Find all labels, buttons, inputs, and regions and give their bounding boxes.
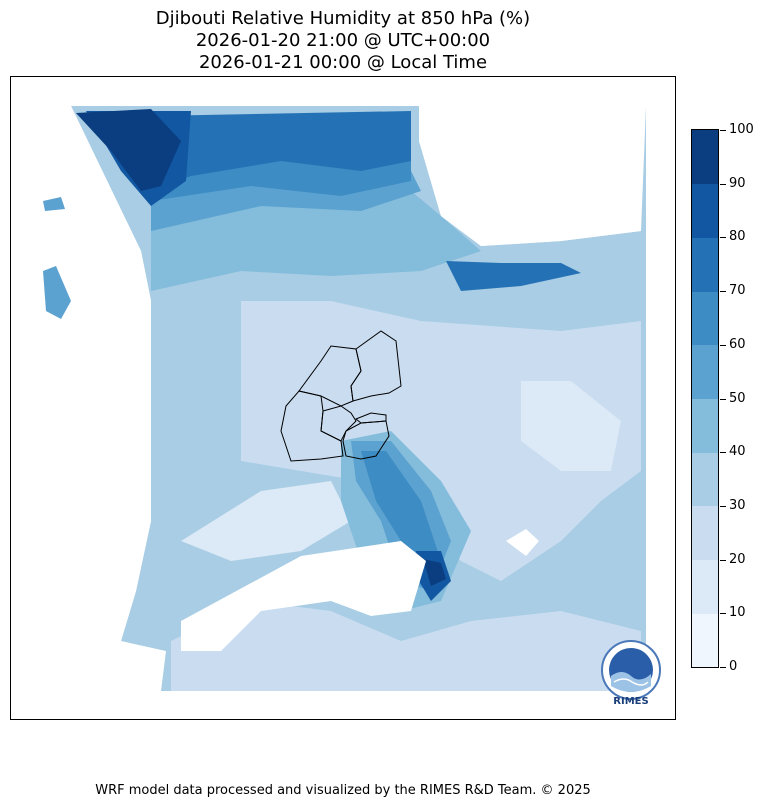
colorbar-segment <box>692 237 718 292</box>
local-time-subtitle: 2026-01-21 00:00 @ Local Time <box>198 52 488 73</box>
colorbar-tick <box>720 505 726 507</box>
colorbar-tick <box>720 237 726 239</box>
colorbar-segment <box>692 559 718 614</box>
colorbar-tick-label: 20 <box>729 551 746 567</box>
colorbar-tick-label: 40 <box>729 444 746 460</box>
humidity-contour-10-20 <box>181 481 351 561</box>
colorbar-tick <box>720 291 726 293</box>
colorbar-tick-label: 0 <box>729 659 738 674</box>
humidity-contour-90-100 <box>76 109 181 191</box>
masked-fleck-west <box>43 266 71 319</box>
colorbar-segment <box>692 291 718 346</box>
colorbar-tick-label: 30 <box>729 497 746 513</box>
utc-time-subtitle: 2026-01-20 21:00 @ UTC+00:00 <box>195 30 491 51</box>
colorbar-tick-label: 70 <box>729 283 746 299</box>
humidity-contour-20-30-south <box>171 601 641 691</box>
humidity-contour-70-80 <box>151 111 411 191</box>
footer-credit: WRF model data processed and visualized … <box>95 783 591 798</box>
humidity-contour-20-30 <box>241 301 641 581</box>
masked-area-south <box>181 541 426 651</box>
colorbar-tick <box>720 130 726 131</box>
colorbar-tick <box>720 452 726 454</box>
masked-fleck-west-2 <box>43 197 65 211</box>
colorbar-tick <box>720 613 726 615</box>
colorbar-segment <box>692 452 718 507</box>
colorbar-segment <box>692 344 718 399</box>
colorbar-segment <box>692 130 718 185</box>
logo-text: RIMES <box>613 696 648 707</box>
colorbar-tick <box>720 398 726 400</box>
colorbar-tick-label: 100 <box>729 122 754 137</box>
boundary-dikhil <box>280 390 344 462</box>
colorbar-tick <box>720 667 726 668</box>
boundary-arta <box>320 405 357 442</box>
colorbar-tick-label: 80 <box>729 229 746 245</box>
colorbar-tick-label: 10 <box>729 605 746 621</box>
boundary-djibouti-city <box>355 412 387 424</box>
masked-island <box>506 529 539 556</box>
map-title: Djibouti Relative Humidity at 850 hPa (%… <box>155 8 531 29</box>
colorbar-tick <box>720 559 726 561</box>
colorbar-tick-label: 50 <box>729 390 746 406</box>
country-boundaries <box>280 330 402 462</box>
colorbar-segment <box>692 183 718 238</box>
colorbar-tick <box>720 344 726 346</box>
colorbar <box>691 129 719 668</box>
humidity-contour-90-100-core <box>423 559 446 586</box>
humidity-map <box>10 76 676 720</box>
colorbar-tick-label: 60 <box>729 336 746 352</box>
rimes-logo: RIMES <box>601 640 661 707</box>
colorbar-segment <box>692 613 718 668</box>
humidity-contour-10-20-east <box>521 381 621 471</box>
humidity-contour-70-80-east <box>446 261 581 291</box>
masked-area-west <box>11 77 151 691</box>
masked-area-northeast <box>419 106 641 246</box>
colorbar-tick-label: 90 <box>729 175 746 191</box>
humidity-field <box>11 77 646 691</box>
boundary-obock <box>350 330 402 402</box>
colorbar-tick <box>720 183 726 185</box>
colorbar-segment <box>692 398 718 453</box>
colorbar-segment <box>692 505 718 561</box>
